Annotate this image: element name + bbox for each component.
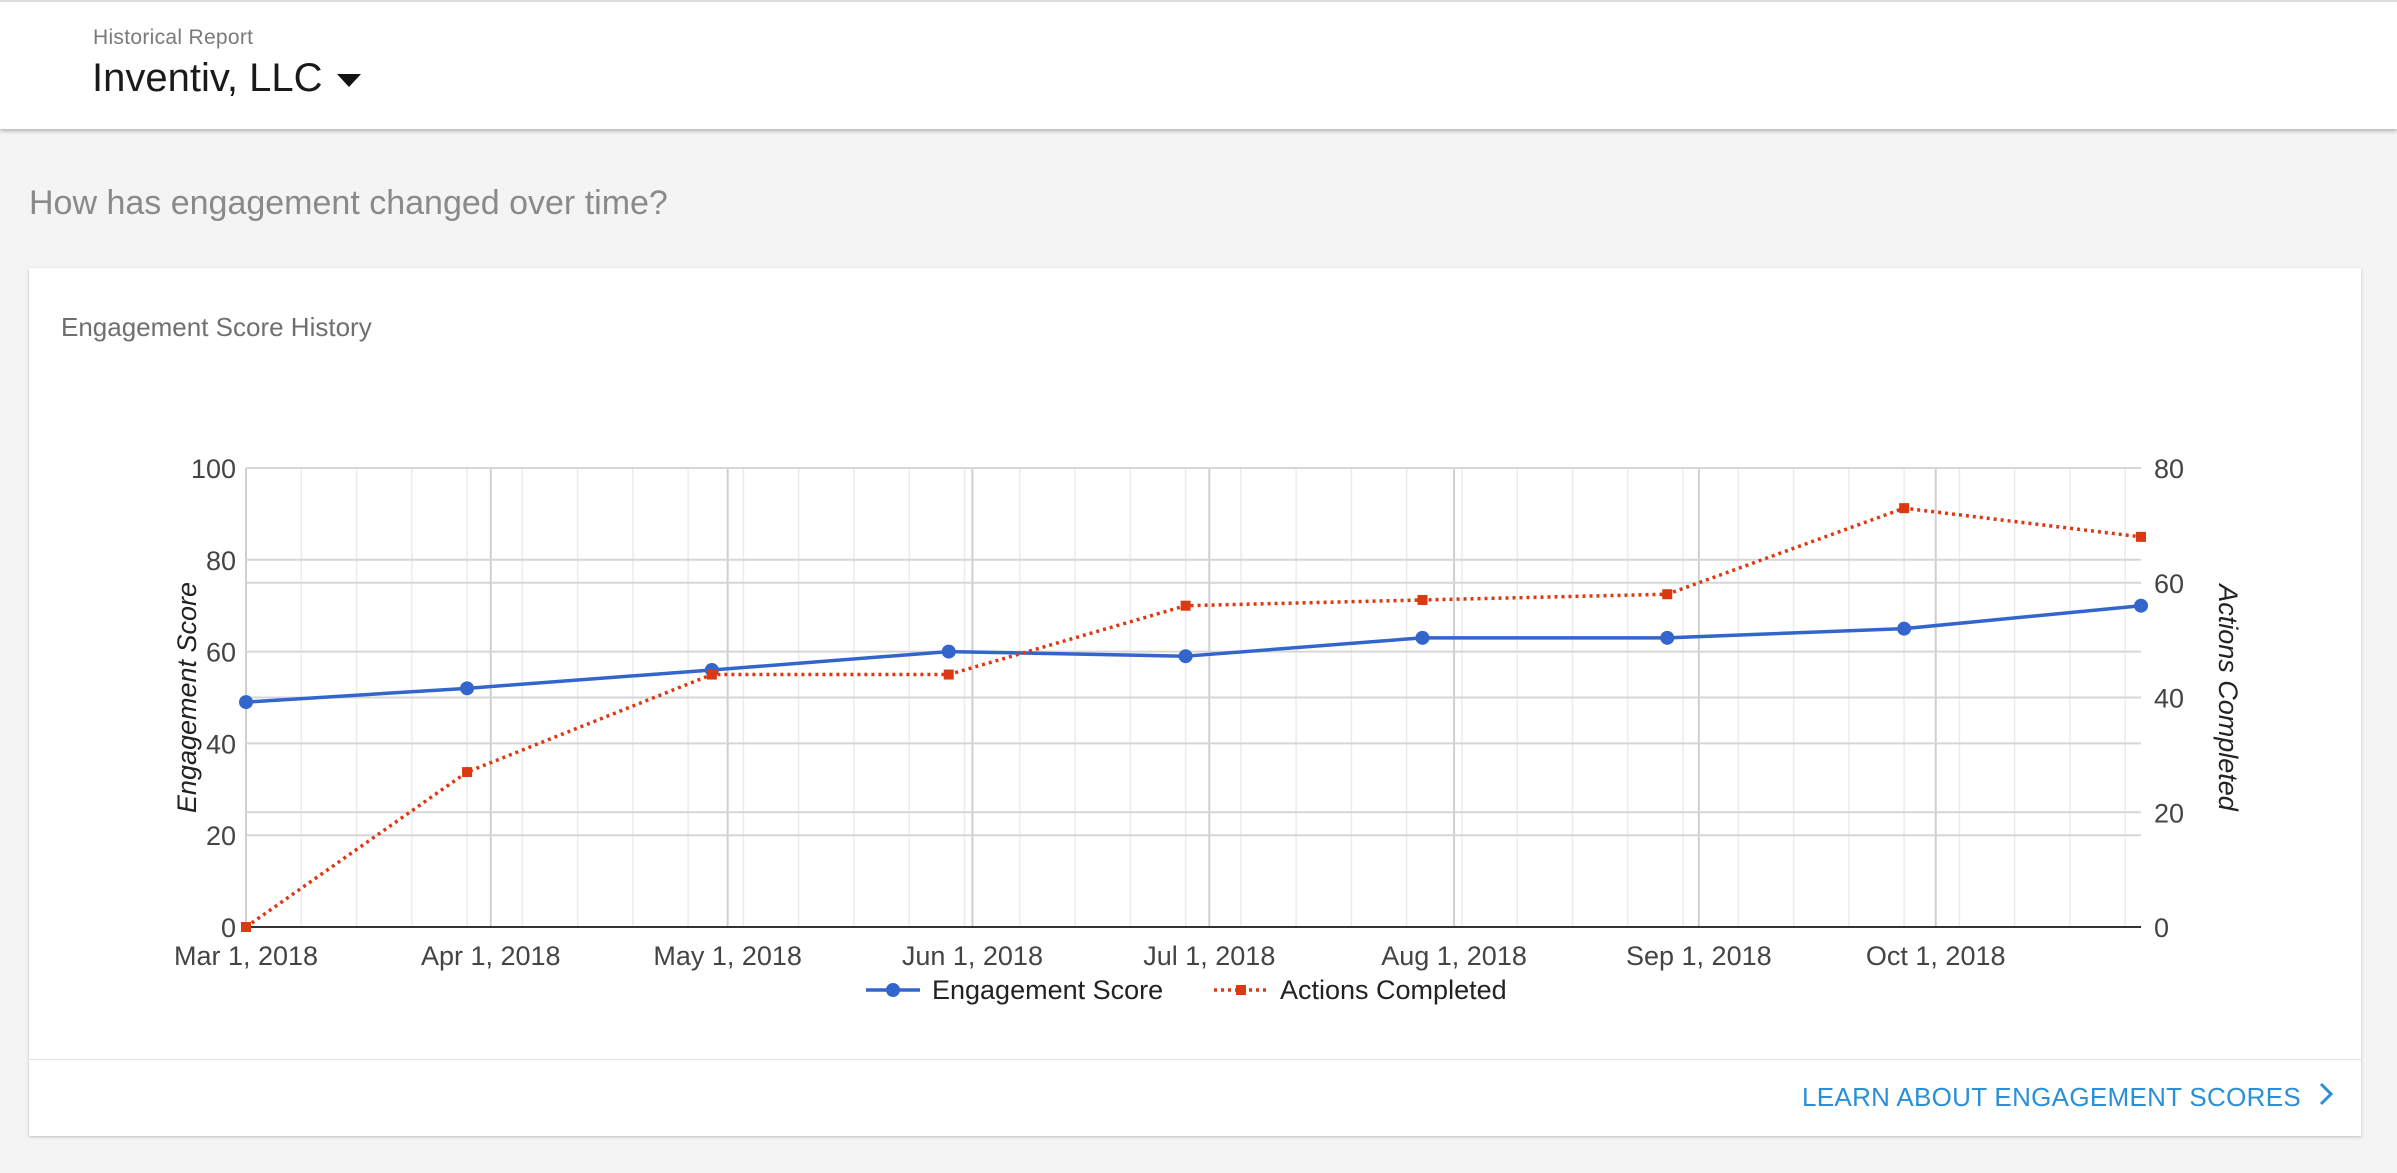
x-tick-label: Mar 1, 2018 bbox=[174, 941, 318, 971]
y-left-tick-label: 20 bbox=[206, 821, 236, 851]
actions-completed-point bbox=[706, 669, 717, 680]
y-left-tick-label: 100 bbox=[191, 454, 236, 484]
x-tick-label: Sep 1, 2018 bbox=[1626, 941, 1772, 971]
engagement-history-card: Engagement Score History 0 20 40 60 80 100 0 20… bbox=[29, 268, 2361, 1136]
card-footer: LEARN ABOUT ENGAGEMENT SCORES bbox=[29, 1059, 2361, 1137]
legend-engagement-label: Engagement Score bbox=[932, 975, 1163, 1005]
x-tick-label: Oct 1, 2018 bbox=[1866, 941, 2006, 971]
engagement-score-point bbox=[941, 644, 956, 659]
x-tick-label: Jul 1, 2018 bbox=[1143, 941, 1275, 971]
engagement-score-point bbox=[1415, 630, 1430, 645]
y-right-tick-label: 60 bbox=[2154, 569, 2184, 599]
engagement-score-point bbox=[239, 695, 253, 710]
card-title: Engagement Score History bbox=[61, 312, 372, 342]
learn-link-label: LEARN ABOUT ENGAGEMENT SCORES bbox=[1802, 1082, 2301, 1112]
y-right-tick-label: 40 bbox=[2154, 684, 2184, 714]
engagement-chart: 0 20 40 60 80 100 0 20 40 60 80 Mar 1, 2018 Apr 1, 2… bbox=[172, 454, 2243, 1005]
report-header: Historical Report Inventiv, LLC bbox=[0, 0, 2397, 129]
actions-completed-point bbox=[2136, 531, 2146, 542]
engagement-score-point bbox=[1660, 630, 1675, 645]
y-right-tick-label: 80 bbox=[2154, 454, 2184, 484]
company-selector[interactable]: Inventiv, LLC bbox=[92, 56, 361, 101]
y-right-tick-label: 0 bbox=[2154, 913, 2169, 943]
report-type-label: Historical Report bbox=[93, 26, 254, 49]
y-left-tick-label: 0 bbox=[221, 913, 236, 943]
company-name: Inventiv, LLC bbox=[92, 56, 323, 100]
caret-down-icon[interactable] bbox=[336, 74, 361, 87]
actions-completed-point bbox=[1417, 594, 1428, 605]
x-tick-label: Aug 1, 2018 bbox=[1381, 941, 1527, 971]
engagement-score-point bbox=[460, 681, 475, 696]
actions-completed-point bbox=[1899, 503, 1910, 514]
y-left-tick-label: 80 bbox=[206, 546, 236, 576]
actions-completed-line bbox=[244, 506, 2142, 929]
actions-completed-point bbox=[1662, 589, 1673, 600]
engagement-score-line bbox=[245, 603, 2142, 704]
chevron-right-icon bbox=[2319, 1082, 2334, 1113]
y-left-tick-label: 40 bbox=[206, 729, 236, 759]
y-left-axis-title: Engagement Score bbox=[172, 582, 202, 813]
section-question: How has engagement changed over time? bbox=[29, 184, 668, 222]
actions-completed-point bbox=[943, 669, 954, 680]
engagement-score-point bbox=[2134, 598, 2148, 613]
x-tick-label: Jun 1, 2018 bbox=[902, 941, 1043, 971]
y-right-tick-label: 20 bbox=[2154, 798, 2184, 828]
y-right-axis-title: Actions Completed bbox=[2213, 582, 2243, 812]
legend-actions-swatch-marker bbox=[1236, 985, 1246, 995]
actions-completed-point bbox=[241, 922, 251, 932]
engagement-score-point bbox=[1897, 621, 1912, 636]
x-tick-label: Apr 1, 2018 bbox=[421, 941, 561, 971]
y-left-tick-label: 60 bbox=[206, 638, 236, 668]
engagement-score-point bbox=[1178, 649, 1193, 664]
legend-engagement-swatch-marker bbox=[886, 983, 900, 997]
actions-completed-point bbox=[462, 767, 473, 778]
learn-engagement-link[interactable]: LEARN ABOUT ENGAGEMENT SCORES bbox=[1802, 1082, 2334, 1113]
x-tick-label: May 1, 2018 bbox=[653, 941, 802, 971]
legend-actions-label: Actions Completed bbox=[1280, 975, 1507, 1005]
actions-completed-point bbox=[1180, 600, 1191, 611]
